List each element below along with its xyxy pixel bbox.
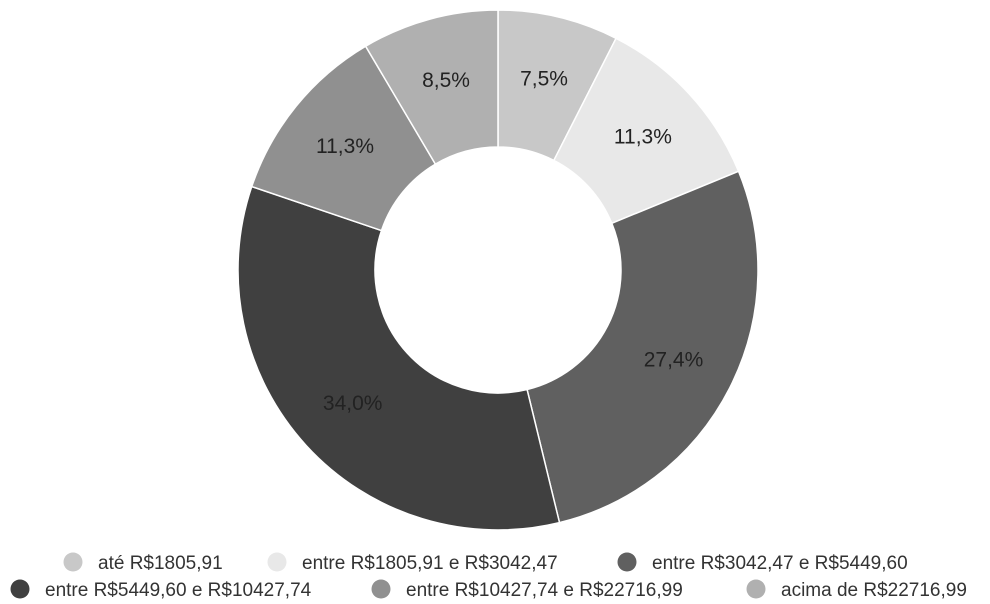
legend-label-2: entre R$1805,91 e R$3042,47 [302,553,558,574]
chart-legend: até R$1805,91 entre R$1805,91 e R$3042,47… [10,552,967,601]
pie-slice-4 [237,185,561,531]
slice-data-label-6: 8,5% [422,69,470,92]
chart-slices [237,9,759,531]
legend-swatch-3 [617,552,637,572]
legend-item-6: acima de R$22716,99 [746,579,967,601]
slice-data-label-4: 34,0% [323,392,383,415]
legend-item-5: entre R$10427,74 e R$22716,99 [371,579,683,601]
legend-label-3: entre R$3042,47 e R$5449,60 [652,553,908,574]
slice-data-label-5: 11,3% [316,135,374,158]
legend-swatch-4 [10,579,30,599]
slice-data-label-3: 27,4% [644,348,704,371]
pie-slice-3 [526,170,759,524]
slice-data-label-1: 7,5% [520,67,568,90]
legend-swatch-6 [746,579,766,599]
legend-label-5: entre R$10427,74 e R$22716,99 [406,580,683,601]
legend-swatch-5 [371,579,391,599]
chart-slice-labels: 7,5% 11,3% 27,4% 34,0% 11,3% 8,5% [316,67,703,415]
legend-swatch-1 [63,552,83,572]
pie-slice-6 [364,9,499,166]
legend-item-3: entre R$3042,47 e R$5449,60 [617,552,908,574]
legend-item-1: até R$1805,91 [63,552,223,574]
legend-label-1: até R$1805,91 [98,553,223,574]
legend-item-2: entre R$1805,91 e R$3042,47 [267,552,558,574]
legend-item-4: entre R$5449,60 e R$10427,74 [10,579,312,601]
legend-swatch-2 [267,552,287,572]
legend-label-6: acima de R$22716,99 [781,580,967,601]
slice-data-label-2: 11,3% [614,126,672,149]
legend-label-4: entre R$5449,60 e R$10427,74 [45,580,312,601]
